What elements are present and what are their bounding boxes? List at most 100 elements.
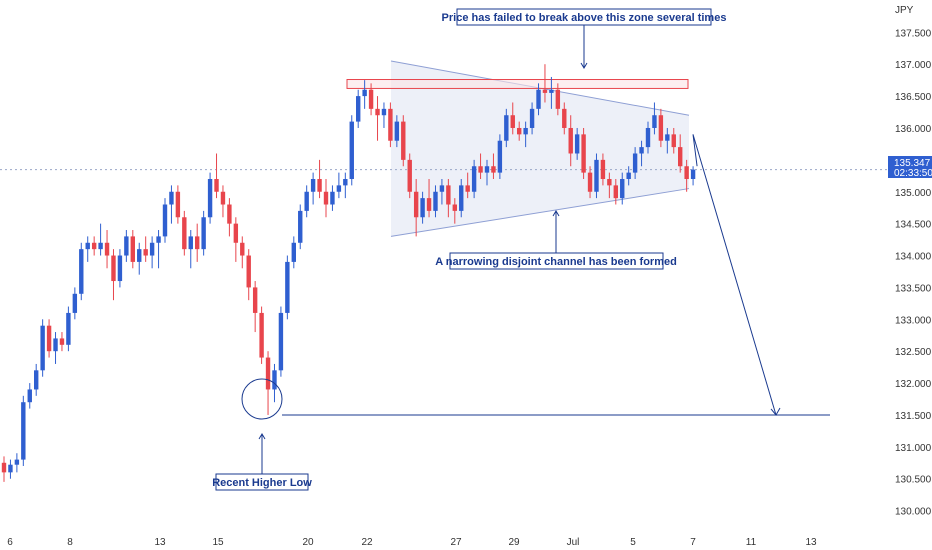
candle-body xyxy=(665,134,670,141)
x-tick-label: 15 xyxy=(212,537,224,548)
candle xyxy=(362,80,367,109)
candle xyxy=(182,210,187,256)
candle-body xyxy=(362,89,367,97)
y-tick-label: 133.000 xyxy=(895,315,932,326)
candle-body xyxy=(594,159,599,192)
candle-body xyxy=(439,185,445,192)
candle-body xyxy=(175,191,181,218)
candle xyxy=(8,459,13,479)
candle xyxy=(652,102,657,135)
candle-body xyxy=(632,153,638,173)
candle-body xyxy=(613,185,618,199)
candle xyxy=(446,179,451,218)
candle xyxy=(478,153,483,179)
candle-body xyxy=(21,402,26,460)
candle-body xyxy=(291,242,296,262)
candle-body xyxy=(272,370,277,390)
candle xyxy=(195,223,200,262)
candle xyxy=(278,306,284,377)
candle-body xyxy=(671,134,676,148)
candle xyxy=(285,255,290,320)
candle xyxy=(214,153,219,199)
candle-body xyxy=(59,338,65,345)
x-tick-label: 20 xyxy=(302,537,314,548)
candle xyxy=(85,236,90,262)
candle xyxy=(220,185,226,218)
candle xyxy=(137,242,142,275)
candle xyxy=(298,204,303,250)
candle-body xyxy=(34,370,39,390)
candle-body xyxy=(310,179,316,192)
candle xyxy=(555,83,561,116)
candle xyxy=(59,332,65,352)
candle-body xyxy=(111,255,116,282)
candle xyxy=(291,236,296,269)
candle xyxy=(568,115,573,167)
y-tick-label: 137.000 xyxy=(895,60,932,71)
candle xyxy=(510,102,515,135)
candle xyxy=(401,115,406,167)
candle xyxy=(426,179,432,218)
candle-body xyxy=(207,179,213,218)
candle-body xyxy=(195,236,200,250)
bar-countdown-label: 02:33:50 xyxy=(894,168,932,179)
resistance-zone xyxy=(346,79,689,89)
candle xyxy=(665,127,670,154)
candle-body xyxy=(220,191,226,205)
candle-body xyxy=(652,115,657,128)
candle-body xyxy=(523,127,528,135)
candle xyxy=(53,332,58,364)
candle-body xyxy=(478,166,483,173)
annotation-top: Price has failed to break above this zon… xyxy=(442,8,726,69)
y-tick-label: 131.500 xyxy=(895,411,932,422)
candle-body xyxy=(658,115,664,141)
candle-body xyxy=(536,89,541,109)
x-tick-label: 22 xyxy=(361,537,373,548)
x-tick-label: 8 xyxy=(67,537,73,548)
candle-body xyxy=(40,325,45,371)
candle-body xyxy=(684,166,689,179)
candle-body xyxy=(214,179,219,192)
candle-body xyxy=(79,249,84,294)
candle-body xyxy=(349,121,354,179)
candle-body xyxy=(433,191,438,211)
candle-body xyxy=(420,198,425,218)
candle xyxy=(46,319,52,358)
projection-arrowhead xyxy=(770,407,781,416)
candle xyxy=(529,102,535,135)
candle xyxy=(613,179,618,205)
candle-body xyxy=(497,140,503,173)
candle-body xyxy=(343,179,348,186)
candle xyxy=(336,172,342,199)
candle xyxy=(162,198,168,243)
candle-body xyxy=(368,89,374,109)
candle-body xyxy=(14,459,20,465)
candlestick-series xyxy=(1,64,696,482)
currency-label: JPY xyxy=(895,5,914,16)
candle xyxy=(536,83,541,116)
candle xyxy=(632,147,638,179)
candle xyxy=(471,159,477,199)
candle-body xyxy=(356,96,361,122)
candle xyxy=(343,172,348,199)
candle xyxy=(149,236,155,269)
candle xyxy=(413,179,419,237)
candle-body xyxy=(645,127,651,148)
candle xyxy=(72,287,78,320)
candle xyxy=(394,115,400,148)
candle xyxy=(491,153,496,179)
candle xyxy=(27,383,32,409)
candle xyxy=(156,230,161,269)
candle xyxy=(356,89,361,128)
candle xyxy=(407,153,412,199)
candle-body xyxy=(336,185,342,192)
price-axis[interactable]: JPY 137.500137.000136.500136.000135.5001… xyxy=(895,5,932,518)
candle-body xyxy=(156,236,161,243)
candle xyxy=(587,166,593,199)
y-tick-label: 136.000 xyxy=(895,124,932,135)
x-tick-label: 11 xyxy=(746,537,757,548)
x-tick-label: 7 xyxy=(690,537,696,548)
time-axis[interactable]: 6 8 13 15 20 22 27 29 Jul 5 7 11 13 xyxy=(7,537,817,548)
candle xyxy=(233,217,239,262)
